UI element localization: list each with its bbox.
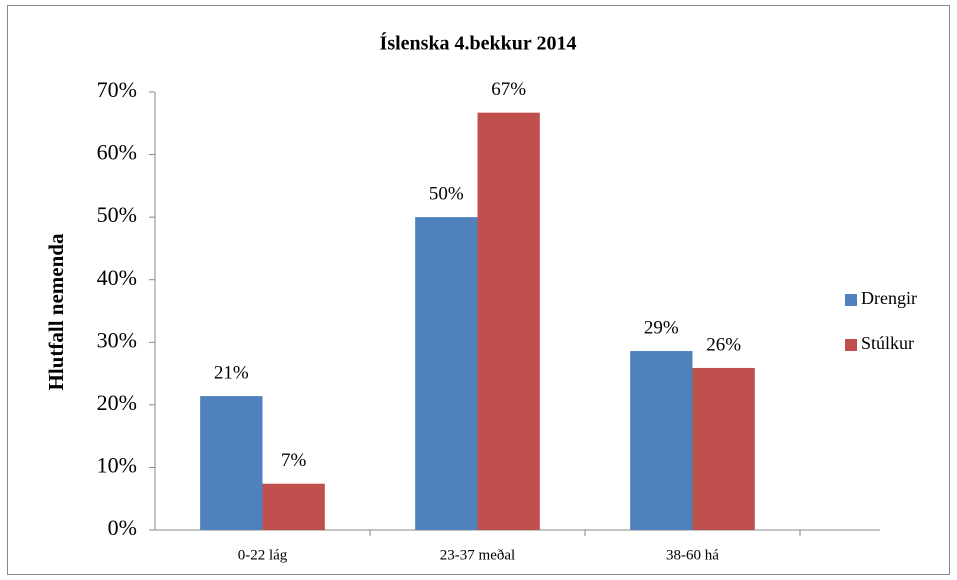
bar [477,112,540,531]
x-tick-label: 38-60 há [666,547,719,563]
value-label: 50% [429,184,464,205]
y-tick-label: 10% [97,452,137,477]
y-tick-label: 60% [97,140,137,165]
y-tick-label: 70% [97,77,137,102]
y-axis-label: Hlutfall nemenda [44,233,68,390]
bar [630,351,693,530]
x-tick-label: 0-22 lág [238,547,288,563]
y-tick-label: 30% [97,327,137,352]
legend-label: Stúlkur [861,333,914,353]
x-tick-label: 23-37 meðal [440,547,515,563]
y-tick-label: 0% [108,515,137,540]
legend-swatch [845,339,857,351]
bar [692,367,755,530]
value-label: 26% [706,334,741,355]
legend-label: Drengir [861,288,917,308]
y-tick-label: 50% [97,202,137,227]
legend-swatch [845,294,857,306]
bar [262,483,325,530]
value-label: 7% [281,450,307,471]
value-label: 21% [214,362,249,383]
bar [415,217,478,530]
y-tick-label: 40% [97,265,137,290]
value-label: 67% [491,79,526,100]
bar [200,396,263,530]
value-label: 29% [644,317,679,338]
y-tick-label: 20% [97,390,137,415]
chart-title: Íslenska 4.bekkur 2014 [380,32,577,55]
